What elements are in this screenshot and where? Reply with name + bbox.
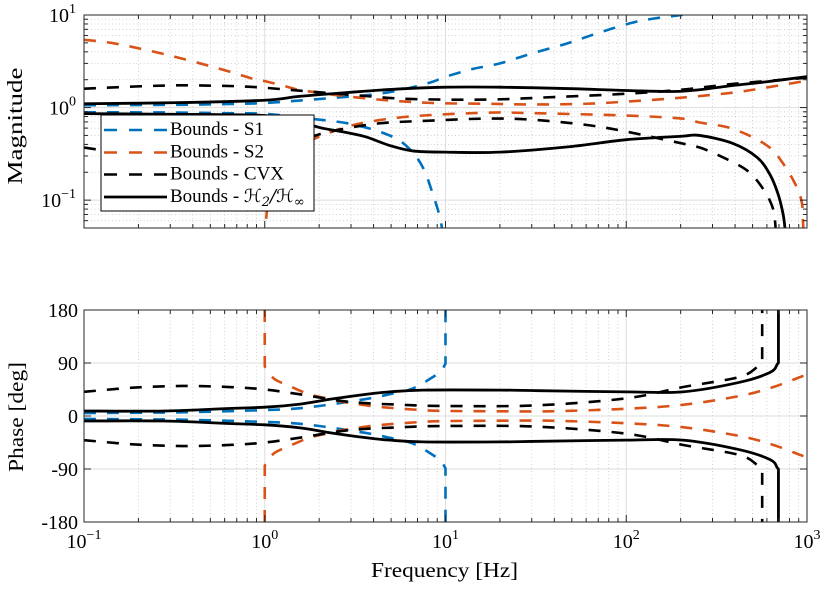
legend-label-s1: Bounds - S1 [170,119,264,140]
curve-bounds-h2-hinf-upper [84,75,807,106]
frequency-xlabel: Frequency [Hz] [371,558,518,582]
curve-bounds-cvx-lower [84,117,777,228]
math-subscript: 2 [261,195,270,210]
math-slash: / [268,186,278,207]
phase-ylabel: Phase [deg] [4,362,28,472]
curve-bounds-s1-upper [84,15,691,107]
math-h-symbol: ℋ [276,186,294,207]
magnitude-ylabel: Magnitude [3,68,27,185]
legend-entry-h2-hinf: Bounds - ℋ2/ℋ∞ [104,186,305,210]
curve-bounds-s1-lower [84,110,444,228]
x-tick-label: 102 [613,528,640,553]
curve-bounds-s2-lower [263,419,807,522]
y-tick-label: 0 [68,406,78,428]
x-tick-label: 100 [251,528,278,553]
y-tick-label: -90 [51,459,78,481]
curve-bounds-h2-hinf-lower [84,419,780,522]
y-tick-label: 101 [49,2,76,27]
math-h-symbol: ℋ [244,186,262,207]
phase-y-tick-labels: 180 90 0 -90 -180 [41,300,78,534]
magnitude-axes: 101 100 10−1 Magnitude Bounds - S1 Bounds … [3,2,808,229]
legend-label-text: Bounds - [170,186,244,207]
curve-bounds-s2-upper [84,38,807,106]
y-tick-label: 90 [58,353,78,375]
x-tick-label: 101 [432,528,459,553]
x-tick-label: 10−1 [67,528,102,553]
y-tick-label: 10−1 [41,187,76,212]
legend-label-h2-hinf: Bounds - ℋ2/ℋ∞ [170,186,305,210]
legend-entry-s2: Bounds - S2 [104,142,264,163]
curve-bounds-cvx-lower [84,424,764,522]
curve-bounds-h2-hinf-upper [84,310,780,413]
y-tick-label: -180 [41,512,78,534]
y-tick-label: 180 [48,300,78,322]
legend-entry-cvx: Bounds - CVX [104,164,284,185]
phase-axes-box [83,309,808,523]
curve-bounds-s1-upper [84,310,447,415]
y-tick-label: 100 [49,95,76,120]
curve-bounds-s1-lower [84,417,447,522]
magnitude-y-tick-labels: 101 100 10−1 [41,2,76,212]
legend-entry-s1: Bounds - S1 [104,119,264,140]
curve-bounds-s2-lower [264,111,805,228]
curve-bounds-cvx-upper [84,76,807,101]
phase-axes: 180 90 0 -90 -180 10−1 100 101 102 103 Phase [de… [4,300,821,582]
phase-curves [84,310,807,522]
legend: Bounds - S1 Bounds - S2 Bounds - CVX Bou… [100,114,315,212]
frequency-x-tick-labels: 10−1 100 101 102 103 [67,528,821,553]
x-tick-label: 103 [794,528,821,553]
math-subscript: ∞ [294,195,305,210]
curve-bounds-s2-upper [263,310,807,413]
legend-label-s2: Bounds - S2 [170,142,264,163]
magnitude-axes-box [83,14,808,229]
legend-label-cvx: Bounds - CVX [170,164,284,185]
curve-bounds-cvx-upper [84,310,764,408]
